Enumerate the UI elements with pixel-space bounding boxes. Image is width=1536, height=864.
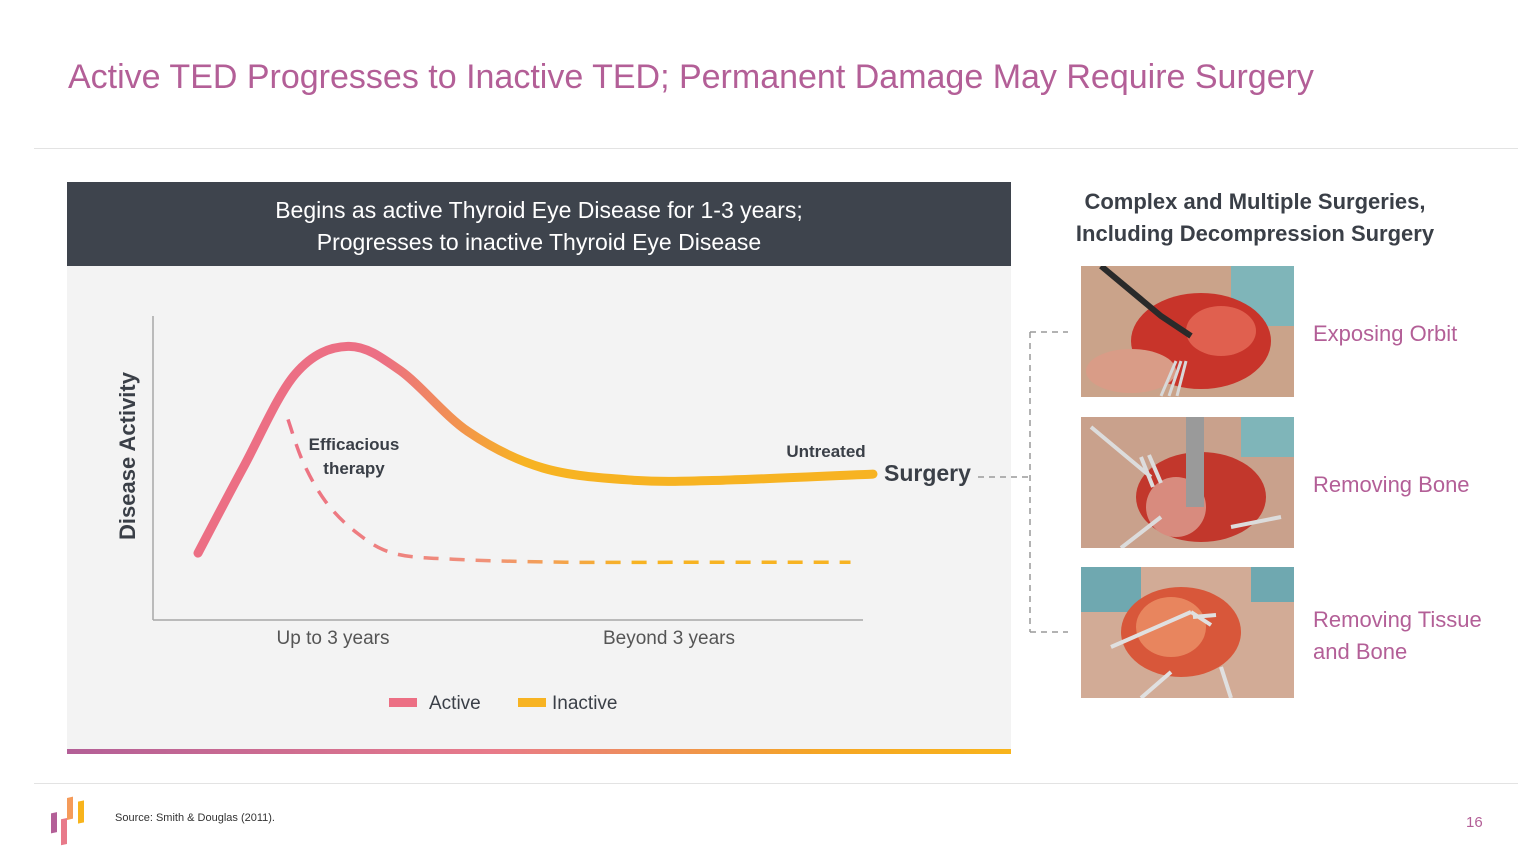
step-label-removing-bone: Removing Bone	[1313, 469, 1470, 501]
disease-activity-chart: Disease Activity Efficacious therapy Unt…	[115, 316, 878, 714]
step-label-line: Exposing Orbit	[1313, 321, 1458, 346]
step-label-line: and Bone	[1313, 639, 1408, 664]
panel-gradient-bar	[67, 749, 1011, 754]
surgery-bracket	[978, 331, 1068, 633]
step-label-exposing-orbit: Exposing Orbit	[1313, 318, 1457, 350]
x-tick-label: Beyond 3 years	[603, 628, 735, 649]
step-label-removing-tissue: Removing Tissue and Bone	[1313, 604, 1482, 668]
therapy-annotation-line-1: Efficacious	[309, 435, 400, 454]
company-logo-icon	[51, 796, 84, 846]
page-number: 16	[1466, 814, 1483, 831]
surgery-photo-removing-bone	[1081, 417, 1294, 548]
efficacious-therapy-curve	[286, 418, 851, 565]
surgery-photo-exposing-orbit	[1081, 266, 1294, 397]
legend-swatch-active	[389, 698, 417, 707]
legend: Active Inactive	[389, 693, 617, 714]
panel-header: Begins as active Thyroid Eye Disease for…	[67, 182, 1011, 266]
chart-panel: Begins as active Thyroid Eye Disease for…	[67, 182, 1011, 754]
step-label-line: Removing Tissue	[1313, 607, 1482, 632]
surgeries-heading: Complex and Multiple Surgeries, Includin…	[1040, 186, 1470, 250]
step-label-line: Removing Bone	[1313, 472, 1470, 497]
source-note: Source: Smith & Douglas (2011).	[115, 812, 275, 824]
legend-label-inactive: Inactive	[552, 693, 617, 714]
therapy-annotation-line-2: therapy	[323, 459, 385, 478]
slide-title: Active TED Progresses to Inactive TED; P…	[68, 58, 1314, 96]
surgery-label: Surgery	[884, 460, 971, 486]
panel-header-line-1: Begins as active Thyroid Eye Disease for…	[275, 197, 803, 223]
top-divider	[34, 148, 1518, 149]
legend-swatch-inactive	[518, 698, 546, 707]
untreated-annotation: Untreated	[786, 442, 865, 461]
untreated-curve	[193, 341, 878, 558]
bottom-divider	[34, 783, 1518, 784]
surgery-photo-removing-tissue-bone	[1081, 567, 1294, 698]
panel-header-line-2: Progresses to inactive Thyroid Eye Disea…	[316, 229, 762, 255]
surgeries-heading-line-2: Including Decompression Surgery	[1075, 221, 1435, 246]
legend-label-active: Active	[429, 693, 481, 714]
surgeries-heading-line-1: Complex and Multiple Surgeries,	[1084, 189, 1426, 214]
y-axis-label: Disease Activity	[115, 371, 140, 540]
x-tick-label: Up to 3 years	[277, 628, 390, 649]
